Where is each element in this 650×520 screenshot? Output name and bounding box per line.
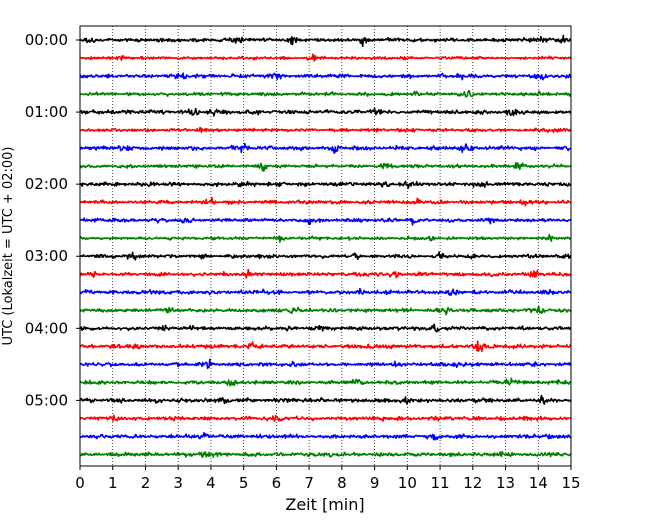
trace-03:45 [79, 305, 572, 316]
axis-ticks: 0 1 2 3 4 5 6 7 8 9 10 11 12 13 14 1500:0001:0002:0003:… [25, 31, 581, 492]
trace-00:00 [79, 34, 572, 48]
x-tick-label-12: 12 [463, 474, 482, 492]
trace-05:15 [79, 414, 572, 422]
trace-04:30 [79, 358, 572, 370]
trace-01:45 [79, 162, 572, 172]
trace-05:00 [79, 394, 572, 405]
x-tick-label-6: 6 [272, 474, 282, 492]
y-tick-label-03:00: 03:00 [25, 247, 68, 265]
trace-02:00 [79, 180, 572, 189]
trace-04:15 [79, 340, 572, 353]
trace-03:30 [79, 287, 572, 296]
trace-04:45 [79, 377, 572, 387]
trace-02:15 [79, 196, 572, 207]
x-tick-label-11: 11 [431, 474, 450, 492]
trace-00:30 [79, 72, 572, 81]
trace-03:15 [79, 268, 572, 279]
y-tick-label-00:00: 00:00 [25, 31, 68, 49]
trace-00:15 [79, 53, 572, 62]
x-tick-label-13: 13 [496, 474, 515, 492]
trace-03:00 [79, 251, 572, 261]
y-tick-label-04:00: 04:00 [25, 319, 68, 337]
x-tick-label-1: 1 [108, 474, 118, 492]
x-tick-label-9: 9 [370, 474, 380, 492]
trace-02:30 [79, 217, 572, 226]
y-tick-label-01:00: 01:00 [25, 103, 68, 121]
trace-02:45 [79, 233, 572, 243]
x-tick-label-15: 15 [561, 474, 580, 492]
trace-05:30 [79, 431, 572, 441]
y-tick-label-05:00: 05:00 [25, 391, 68, 409]
trace-01:15 [79, 126, 572, 134]
y-axis-label: UTC (Lokalzeit = UTC + 02:00) [1, 147, 16, 346]
plot-frame [79, 25, 572, 467]
trace-05:45 [79, 450, 572, 458]
trace-lines [79, 34, 572, 458]
x-tick-label-4: 4 [206, 474, 216, 492]
x-tick-label-8: 8 [337, 474, 347, 492]
x-axis-label: Zeit [min] [285, 495, 364, 514]
trace-01:30 [79, 142, 572, 154]
x-tick-label-0: 0 [75, 474, 85, 492]
x-tick-label-14: 14 [529, 474, 548, 492]
x-tick-label-3: 3 [173, 474, 183, 492]
trace-04:00 [79, 323, 572, 333]
x-tick-label-10: 10 [398, 474, 417, 492]
x-tick-label-2: 2 [141, 474, 151, 492]
trace-01:00 [79, 107, 572, 117]
trace-00:45 [79, 89, 572, 98]
x-tick-label-5: 5 [239, 474, 249, 492]
x-tick-label-7: 7 [304, 474, 314, 492]
vertical-grid [112, 26, 539, 466]
y-tick-label-02:00: 02:00 [25, 175, 68, 193]
